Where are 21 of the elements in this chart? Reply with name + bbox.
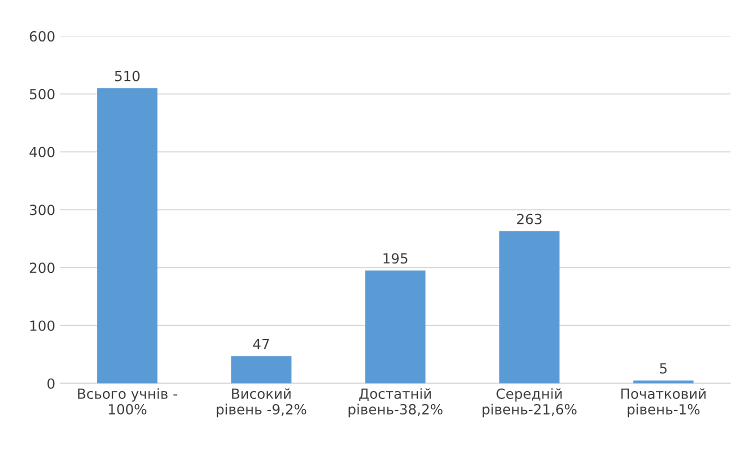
data-label: 195 xyxy=(384,253,408,264)
x-tick-label: Початковий рівень-1% xyxy=(621,388,706,418)
y-tick-label: 100 xyxy=(30,320,54,331)
y-tick-label: 500 xyxy=(30,88,54,100)
x-tick-label: Достатній рівень-38,2% xyxy=(348,388,442,418)
y-tick-label: 300 xyxy=(30,204,54,216)
y-tick-label: 600 xyxy=(30,31,54,42)
x-tick-label: Високий рівень -9,2% xyxy=(216,388,306,418)
bar xyxy=(499,231,560,384)
x-tick-label: Всього учнів - 100% xyxy=(78,388,178,415)
x-tick-label: Середній рівень-21,6% xyxy=(482,388,576,418)
y-tick-label: 0 xyxy=(47,378,54,389)
data-label: 47 xyxy=(253,338,269,350)
data-label: 5 xyxy=(660,363,667,374)
bar xyxy=(97,88,158,384)
bar xyxy=(365,270,426,384)
data-label: 263 xyxy=(517,214,542,224)
bar xyxy=(231,356,292,384)
y-tick-label: 200 xyxy=(30,262,54,274)
y-tick-label: 400 xyxy=(30,146,54,158)
data-label: 510 xyxy=(115,70,140,82)
